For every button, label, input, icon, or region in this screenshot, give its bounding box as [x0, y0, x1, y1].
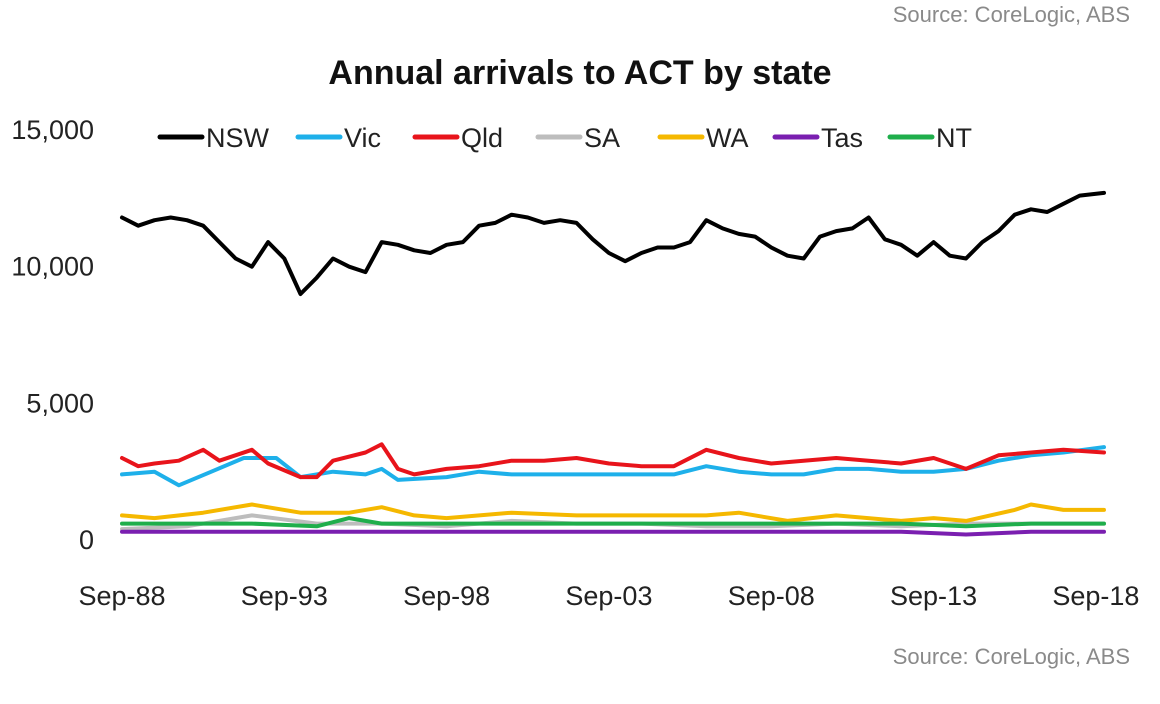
y-tick-label: 10,000: [11, 252, 94, 282]
x-tick-label: Sep-93: [241, 581, 328, 611]
x-axis-ticks: Sep-88 Sep-93 Sep-98 Sep-03 Sep-08 Sep-13 Sep-…: [78, 581, 1139, 611]
series-line-nsw: [120, 190, 1106, 296]
legend-label-tas: Tas: [821, 123, 863, 153]
x-tick-label: Sep-88: [78, 581, 165, 611]
source-bottom: Source: CoreLogic, ABS: [893, 644, 1130, 669]
series-line-qld: [120, 442, 1106, 480]
legend-label-vic: Vic: [344, 123, 381, 153]
legend-label-wa: WA: [706, 123, 749, 153]
plot-area: [120, 190, 1106, 537]
y-tick-label: 5,000: [26, 388, 94, 418]
legend: NSW Vic Qld SA WA Tas NT: [157, 123, 972, 153]
series-line-nt: [120, 516, 1106, 529]
x-tick-label: Sep-03: [565, 581, 652, 611]
source-top: Source: CoreLogic, ABS: [893, 2, 1130, 27]
series-line-vic: [120, 445, 1106, 488]
legend-label-sa: SA: [584, 123, 620, 153]
legend-label-nt: NT: [936, 123, 972, 153]
legend-label-nsw: NSW: [206, 123, 270, 153]
x-tick-label: Sep-18: [1052, 581, 1139, 611]
y-axis-ticks: 0 5,000 10,000 15,000: [11, 115, 94, 555]
series-line-tas: [120, 529, 1106, 537]
y-tick-label: 0: [79, 525, 94, 555]
y-tick-label: 15,000: [11, 115, 94, 145]
x-tick-label: Sep-13: [890, 581, 977, 611]
chart-title: Annual arrivals to ACT by state: [328, 54, 831, 92]
series-line-wa: [120, 502, 1106, 523]
legend-label-qld: Qld: [461, 123, 503, 153]
x-tick-label: Sep-98: [403, 581, 490, 611]
x-tick-label: Sep-08: [728, 581, 815, 611]
